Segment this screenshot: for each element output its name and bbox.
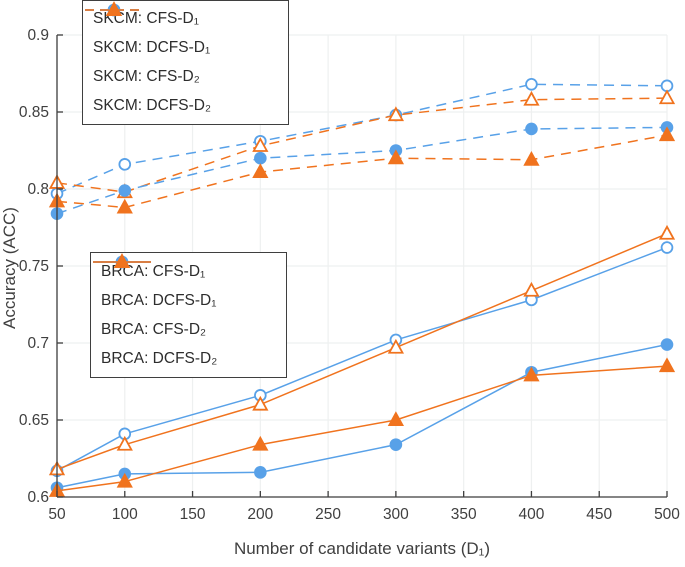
triangle-open-marker xyxy=(658,224,676,240)
legend-item: BRCA: CFS-D₂ xyxy=(93,255,278,339)
triangle-filled-marker xyxy=(523,366,540,382)
triangle-filled-marker xyxy=(658,126,676,142)
triangle-filled-marker xyxy=(658,357,676,373)
circle-open-marker xyxy=(118,158,132,171)
triangle-open-marker xyxy=(523,281,540,297)
triangle-open-marker xyxy=(116,435,133,451)
triangle-filled-marker xyxy=(105,1,123,16)
triangle-open-marker xyxy=(252,137,269,152)
x-tick-label: 450 xyxy=(586,506,612,523)
circle-filled-marker xyxy=(254,466,267,479)
circle-filled-marker xyxy=(254,151,267,165)
x-tick-label: 400 xyxy=(519,506,545,523)
legend-item: BRCA: DCFS-D₁ xyxy=(93,253,278,310)
legend-item: SKCM: CFS-D₂ xyxy=(85,3,280,86)
legend-skcm: SKCM: CFS-D₁ SKCM: DCFS-D₁ SKCM: CFS-D₂ SKC… xyxy=(82,0,289,125)
triangle-filled-marker xyxy=(387,411,405,426)
series-line xyxy=(56,343,668,489)
y-tick-label: 0.9 xyxy=(27,27,49,44)
legend-item-label: SKCM: DCFS-D₂ xyxy=(93,96,211,114)
y-tick-label: 0.75 xyxy=(19,258,49,275)
triangle-open-marker xyxy=(387,338,405,354)
y-tick-label: 0.6 xyxy=(27,489,49,506)
legend-item-label: BRCA: DCFS-D₂ xyxy=(101,349,218,367)
triangle-filled-marker xyxy=(523,150,540,166)
series-brca-dcfs-d- xyxy=(48,357,676,497)
series-line xyxy=(56,134,668,209)
legend-item: SKCM: DCFS-D₂ xyxy=(85,1,280,115)
legend-item: SKCM: DCFS-D₁ xyxy=(85,1,280,57)
x-tick-label: 500 xyxy=(654,506,680,523)
triangle-filled-marker xyxy=(113,253,131,268)
y-tick-label: 0.65 xyxy=(19,412,49,429)
legend-brca: BRCA: CFS-D₁ BRCA: DCFS-D₁ BRCA: CFS-D₂ BRC… xyxy=(90,252,287,378)
series-line xyxy=(56,83,668,195)
circle-open-marker xyxy=(660,241,674,254)
triangle-filled-marker xyxy=(387,149,405,165)
x-tick-label: 150 xyxy=(180,506,206,523)
y-axis-title: Accuracy (ACC) xyxy=(0,207,19,329)
triangle-open-marker xyxy=(658,89,676,105)
legend-item-label: BRCA: DCFS-D₁ xyxy=(101,291,217,309)
x-tick-label: 100 xyxy=(112,506,138,523)
circle-filled-marker xyxy=(525,122,538,136)
circle-filled-marker xyxy=(118,184,132,197)
triangle-open-marker xyxy=(523,90,540,106)
x-tick-label: 250 xyxy=(315,506,341,523)
x-tick-label: 350 xyxy=(451,506,477,523)
series-brca-cfs-d- xyxy=(50,338,674,495)
series-brca-dcfs-d- xyxy=(48,224,676,476)
series-skcm-cfs-d- xyxy=(50,121,674,220)
triangle-filled-marker xyxy=(252,435,269,451)
series-line xyxy=(56,232,668,470)
triangle-open-marker xyxy=(387,106,405,122)
series-skcm-cfs-d- xyxy=(50,77,674,200)
x-tick-label: 50 xyxy=(48,506,66,523)
series-line xyxy=(56,365,668,492)
triangle-filled-marker xyxy=(116,198,133,214)
circle-open-marker xyxy=(525,77,538,91)
y-tick-label: 0.8 xyxy=(27,181,49,198)
circle-filled-marker xyxy=(660,338,674,351)
y-tick-label: 0.85 xyxy=(19,104,49,121)
legend-item-label: SKCM: CFS-D₂ xyxy=(93,67,200,85)
legend-sample-triangle-filled-icon xyxy=(85,1,143,16)
triangle-filled-marker xyxy=(252,163,269,179)
triangle-open-marker xyxy=(252,395,269,411)
legend-item-label: SKCM: DCFS-D₁ xyxy=(93,39,211,57)
legend-sample-triangle-filled-icon xyxy=(93,253,151,268)
x-axis-title: Number of candidate variants (D₁) xyxy=(233,539,491,558)
legend-item-label: BRCA: CFS-D₂ xyxy=(101,320,207,338)
series-line xyxy=(56,97,668,193)
legend-item: BRCA: DCFS-D₂ xyxy=(93,253,278,368)
series-line xyxy=(56,126,668,215)
series-line xyxy=(56,246,668,472)
triangle-filled-marker xyxy=(116,472,133,488)
x-tick-label: 200 xyxy=(247,506,273,523)
series-skcm-dcfs-d- xyxy=(48,126,676,214)
y-tick-label: 0.7 xyxy=(27,335,49,352)
x-tick-label: 300 xyxy=(383,506,409,523)
circle-filled-marker xyxy=(389,438,403,451)
